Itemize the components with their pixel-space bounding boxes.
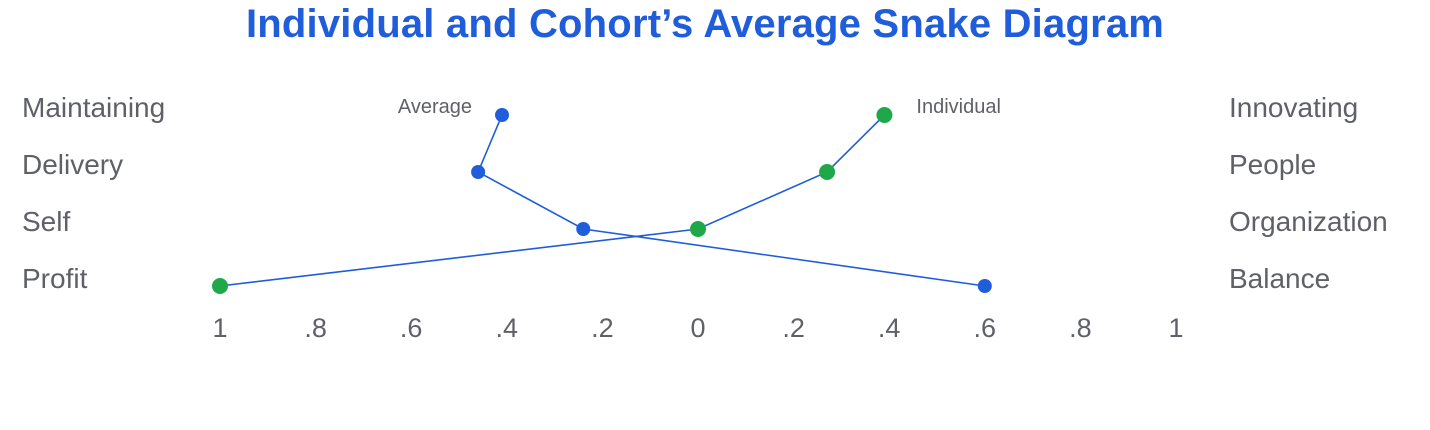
left-category-label: Delivery xyxy=(22,149,123,180)
individual-series-label: Individual xyxy=(916,96,1001,118)
series-lines xyxy=(219,114,985,287)
average-data-point xyxy=(977,279,992,293)
left-category-label: Self xyxy=(22,206,70,237)
chart-title: Individual and Cohort’s Average Snake Di… xyxy=(245,2,1165,46)
right-category-label: Organization xyxy=(1229,206,1388,237)
x-tick-label: 1 xyxy=(1168,313,1183,343)
x-tick-label: .8 xyxy=(1069,313,1092,343)
left-category-label: Maintaining xyxy=(22,92,165,123)
x-tick-label: .6 xyxy=(974,313,997,343)
x-tick-label: .2 xyxy=(782,313,805,343)
individual-data-point xyxy=(819,164,836,180)
right-category-label: Balance xyxy=(1229,263,1330,294)
individual-data-point xyxy=(876,107,893,123)
x-tick-label: .4 xyxy=(496,313,519,343)
series-annotations: Average Individual xyxy=(398,96,1001,118)
average-data-point xyxy=(576,222,591,236)
x-tick-label: .8 xyxy=(304,313,327,343)
x-tick-label: .2 xyxy=(591,313,614,343)
average-data-point xyxy=(471,165,486,179)
right-category-labels: Innovating People Organization Balance xyxy=(1229,92,1388,294)
left-category-label: Profit xyxy=(22,263,88,294)
right-category-label: Innovating xyxy=(1229,92,1358,123)
x-tick-label: 0 xyxy=(690,313,705,343)
x-tick-label: .4 xyxy=(878,313,901,343)
x-axis-tick-labels: 1 .8 .6 .4 .2 0 .2 .4 .6 .8 1 xyxy=(212,313,1183,343)
average-series-line xyxy=(477,114,985,287)
right-category-label: People xyxy=(1229,149,1316,180)
average-data-point xyxy=(495,108,510,122)
left-category-labels: Maintaining Delivery Self Profit xyxy=(22,92,165,294)
x-tick-label: .6 xyxy=(400,313,423,343)
individual-data-point xyxy=(212,278,228,294)
x-tick-label: 1 xyxy=(212,313,227,343)
average-series-label: Average xyxy=(398,96,472,118)
individual-series-line xyxy=(219,114,885,287)
individual-data-point xyxy=(690,221,706,237)
series-points xyxy=(212,107,992,294)
